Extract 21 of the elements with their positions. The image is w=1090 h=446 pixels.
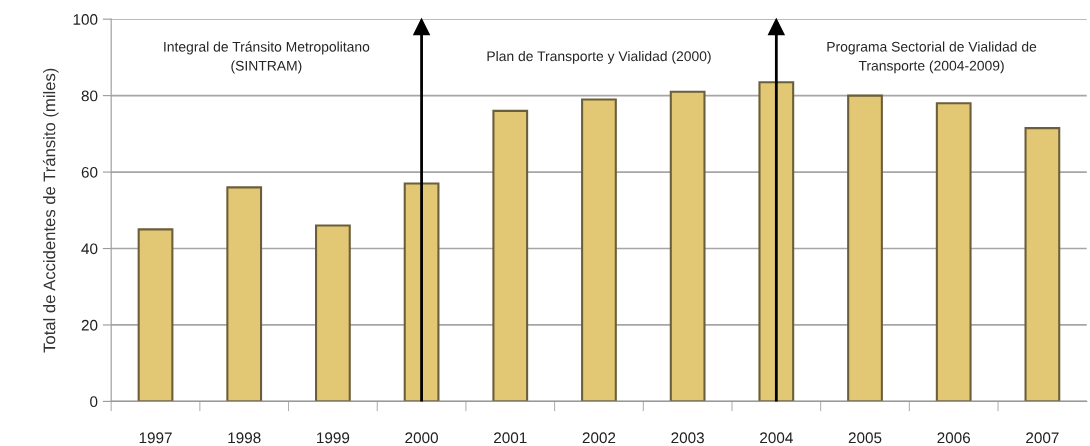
- annotation: Integral de Tránsito Metropolitano (SINTRAM): [164, 41, 370, 74]
- annotation: Plan de Transporte y Vialidad (2000): [487, 50, 711, 64]
- x-tick-label: 1998: [228, 432, 261, 444]
- y-tick-label: 100: [73, 14, 98, 25]
- x-tick-label: 2006: [937, 432, 971, 444]
- x-tick-label: 2001: [494, 432, 527, 444]
- x-tick-label: 2000: [405, 432, 438, 444]
- y-tick-label: 60: [81, 166, 98, 178]
- y-tick-label: 40: [81, 243, 98, 255]
- x-tick-label: 2002: [582, 432, 616, 444]
- x-tick-label: 2003: [671, 432, 704, 444]
- x-tick-label: 1997: [139, 432, 172, 444]
- y-tick-label: 20: [81, 319, 98, 331]
- x-tick-label: 2007: [1026, 432, 1059, 444]
- y-axis-title: Total de Accidentes de Tránsito (miles): [42, 68, 59, 353]
- x-tick-label: 2005: [848, 432, 882, 444]
- x-tick-label: 2004: [760, 432, 793, 444]
- y-tick-label: 80: [81, 90, 98, 102]
- y-tick-label: 0: [90, 396, 98, 408]
- annotation: Programa Sectorial de Vialidad de Transporte (2004-2009): [827, 41, 1037, 74]
- x-tick-label: 1999: [317, 432, 350, 444]
